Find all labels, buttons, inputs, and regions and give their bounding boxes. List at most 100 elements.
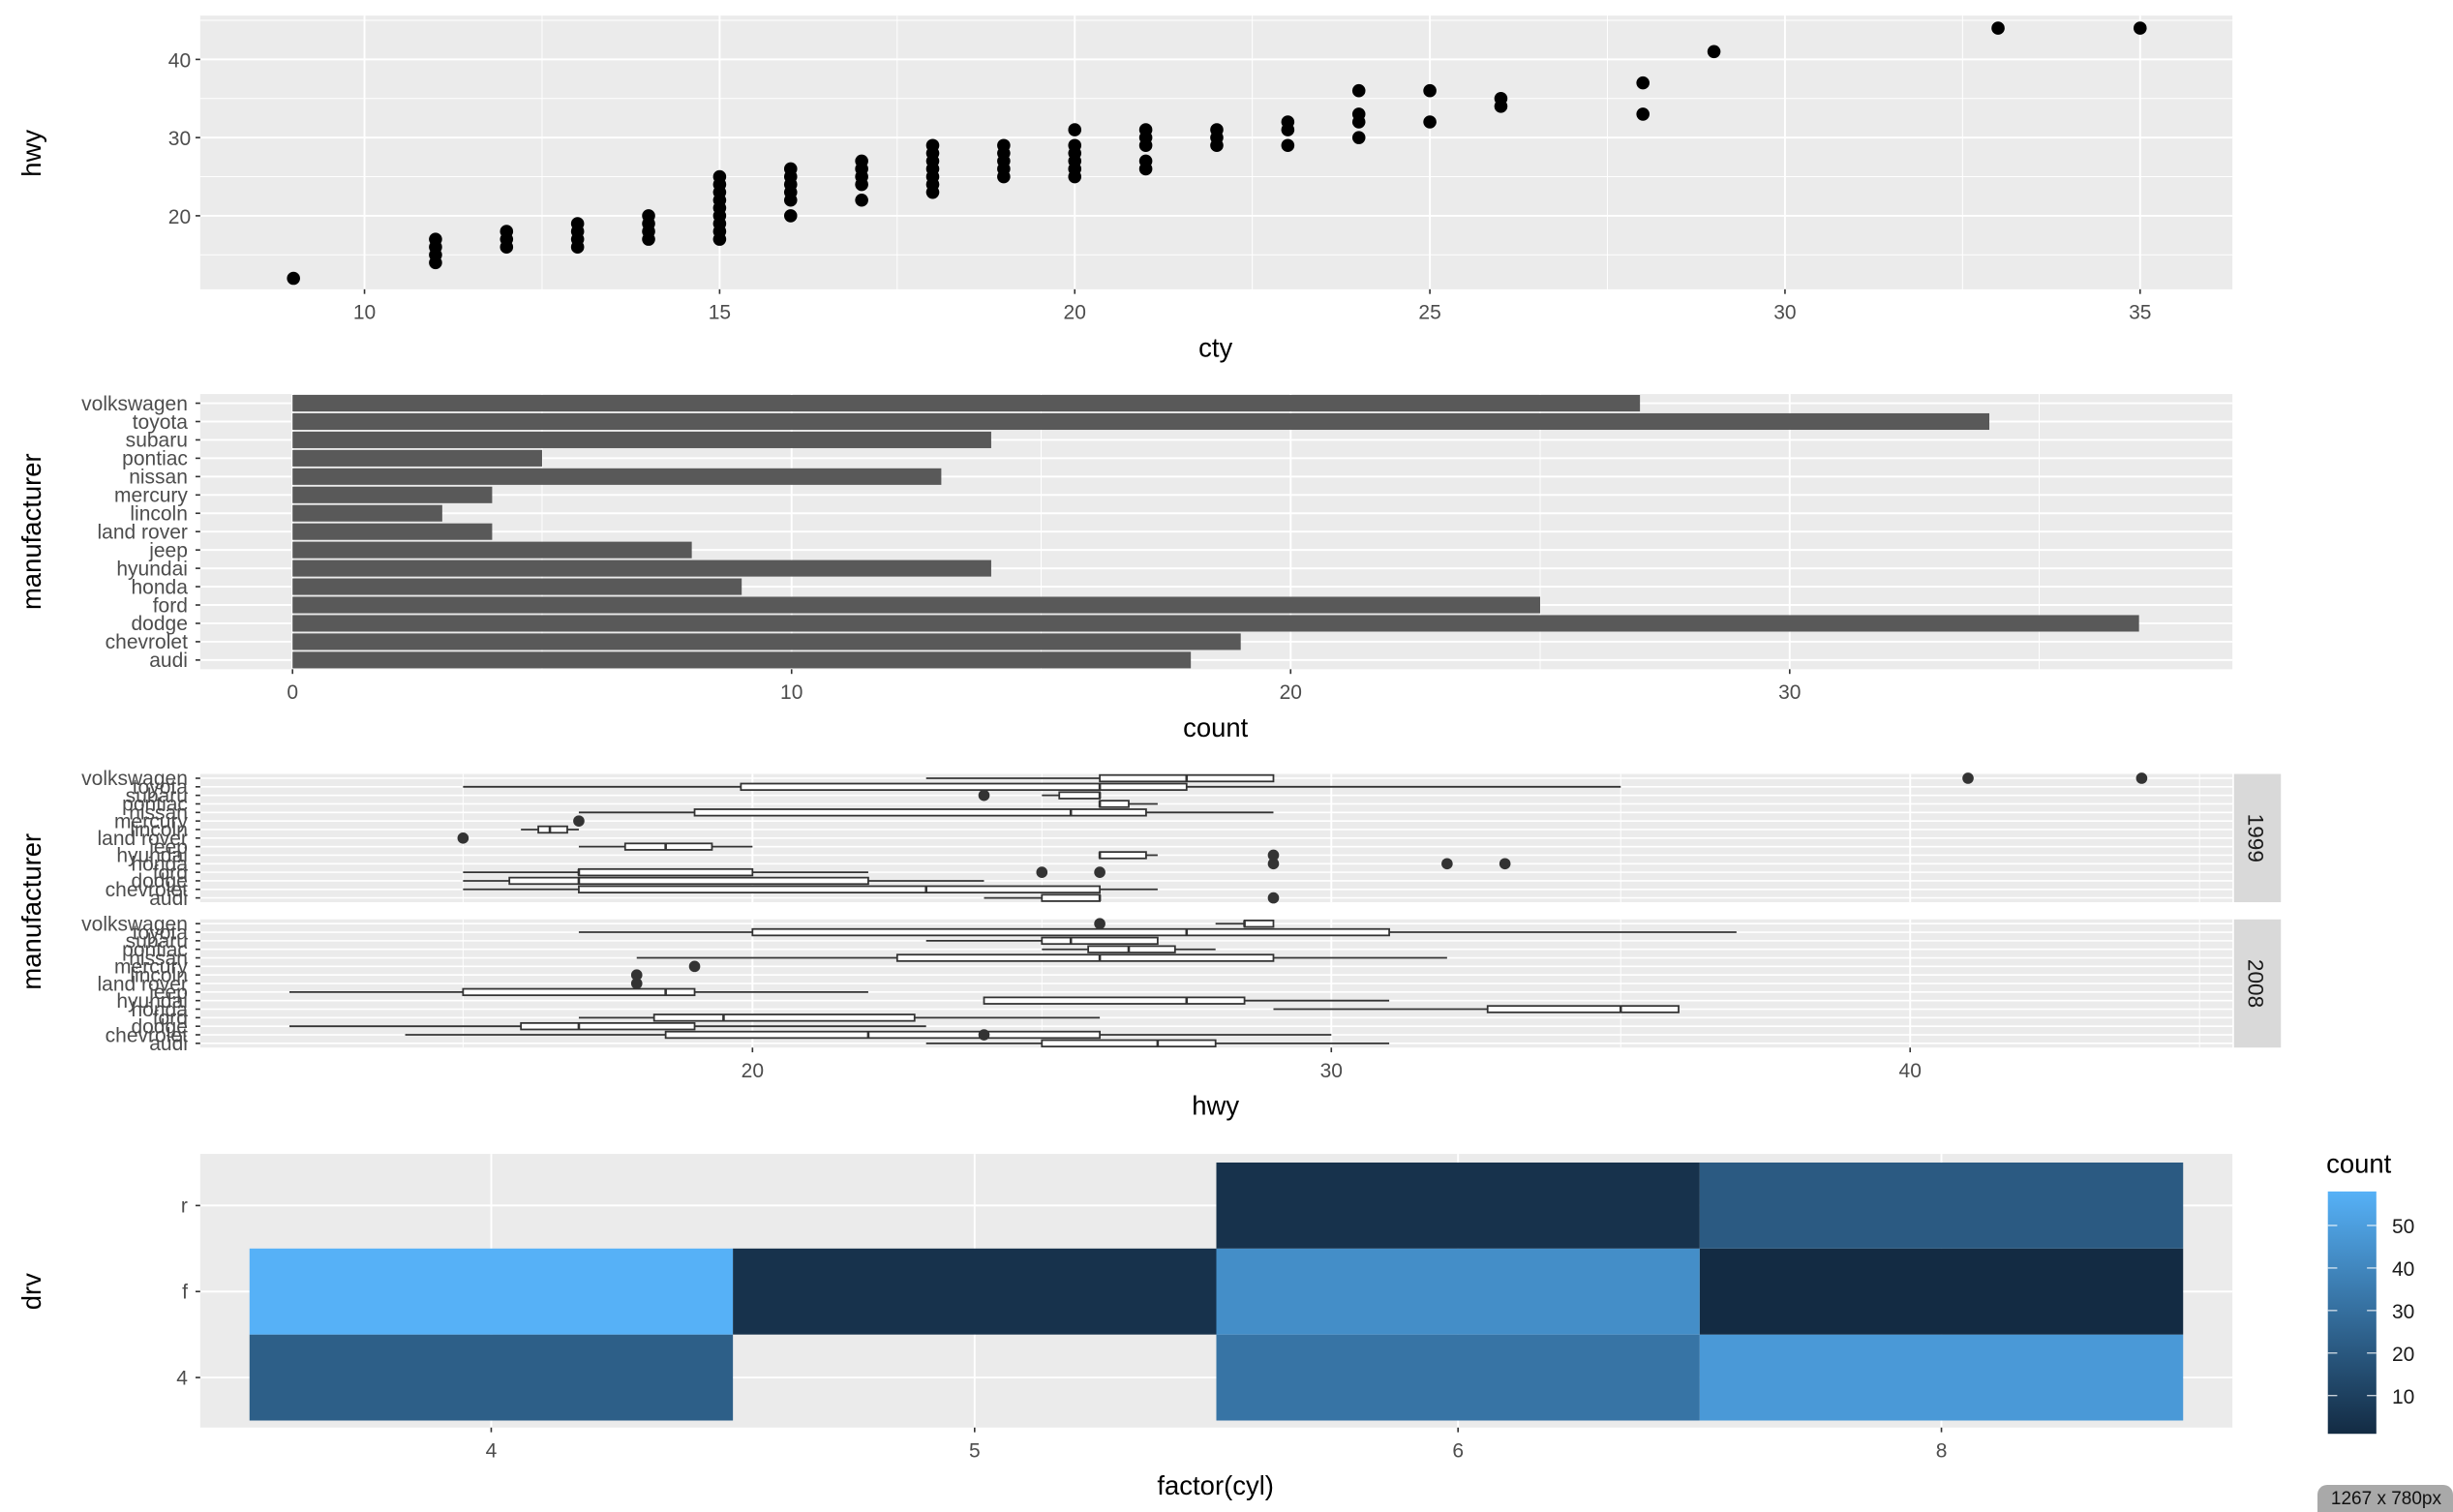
boxplot-honda: [1267, 858, 1511, 870]
outlier-point: [457, 832, 469, 844]
bar-volkswagen: [292, 395, 1641, 412]
y-tick-label: honda: [132, 999, 189, 1021]
box: [1041, 893, 1101, 902]
y-tick-label: pontiac: [122, 794, 188, 816]
boxplot-pontiac: [1098, 800, 1158, 808]
boxplot-volkswagen: [925, 772, 2148, 784]
x-tick-label: 20: [1064, 302, 1086, 324]
boxplot-volkswagen: [1094, 918, 1275, 930]
y-tick-label: chevrolet: [106, 1024, 188, 1046]
y-tick-label: subaru: [126, 430, 188, 452]
y-tick-label: nissan: [129, 467, 188, 489]
bar-dodge: [292, 615, 2139, 632]
scatter-point: [1281, 138, 1295, 153]
outlier-point: [1267, 892, 1280, 904]
scatter-panel-background: [199, 15, 2233, 289]
y-tick-label: land rover: [98, 973, 188, 995]
boxplot-land-rover: [457, 832, 469, 844]
bar-y-ticks: audichevroletdodgefordhondahyundaijeepla…: [81, 393, 200, 672]
y-tick-label: nissan: [129, 948, 188, 970]
x-tick-label: 0: [287, 681, 298, 704]
image-size-badge: 1267 x 780px: [2317, 1485, 2453, 1512]
outlier-point: [1094, 918, 1105, 930]
x-tick-label: 40: [1899, 1060, 1922, 1082]
y-tick-label: ford: [153, 1008, 188, 1030]
x-tick-label: 35: [2129, 302, 2151, 324]
bar-subaru: [292, 431, 991, 448]
boxplot-nissan: [636, 953, 1447, 962]
boxplot-dodge: [463, 876, 984, 886]
y-tick-label: subaru: [126, 785, 188, 807]
box: [508, 876, 869, 886]
outlier-point: [630, 978, 643, 989]
heatmap-tile-cyl5-drvf: [733, 1248, 1217, 1335]
scatter-point: [1351, 131, 1366, 144]
heatmap-tile-cyl8-drv4: [1699, 1334, 2184, 1421]
scatter-point: [1423, 115, 1437, 129]
scatter-point: [783, 162, 798, 176]
heatmap-y-axis-title: drv: [16, 1273, 46, 1310]
boxplot-honda: [1273, 1005, 1680, 1013]
scatter-x-ticks: 10 15 20 25 30 35: [353, 288, 2151, 324]
facet-strip: [2233, 919, 2282, 1048]
bar-ford: [292, 596, 1541, 614]
y-tick-label: ford: [153, 594, 188, 617]
outlier-point: [1267, 858, 1280, 870]
scatter-point: [1138, 123, 1153, 136]
boxplot-ford: [463, 866, 1105, 878]
boxplot-audi: [984, 892, 1280, 904]
scatter-point: [642, 209, 655, 223]
boxplot-land-rover: [630, 978, 643, 989]
facet-strip-label: 2008: [2243, 959, 2267, 1008]
heatmap-tile-cyl6-drvr: [1216, 1162, 1700, 1249]
bar-chart-manufacturer-count: 0 10 20 30 audichevroletdodgefordhondahyund…: [16, 393, 2233, 742]
x-tick-label: 15: [709, 302, 731, 324]
y-tick-label: lincoln: [130, 819, 188, 841]
heatmap-tile-cyl4-drv4: [249, 1334, 734, 1421]
legend-tick-label: 50: [2392, 1216, 2414, 1238]
scatter-point: [1068, 123, 1082, 136]
facet-2008: 2008 audichevroletdodgefordhondahyundaije…: [81, 913, 2282, 1055]
box: [693, 808, 1147, 817]
scatter-point: [1636, 107, 1650, 121]
box: [740, 782, 1188, 792]
bar-honda: [292, 578, 742, 595]
boxplot-y-axis-title: manufacturer: [16, 833, 46, 990]
y-tick-label: lincoln: [130, 964, 188, 986]
outlier-point: [630, 969, 643, 982]
scatter-point: [2133, 21, 2147, 35]
y-tick-label: lincoln: [130, 503, 188, 526]
boxplot-toyota: [463, 782, 1621, 792]
boxplot-lincoln: [630, 969, 643, 982]
y-tick-label: pontiac: [122, 448, 188, 470]
scatter-point: [1138, 154, 1153, 168]
y-tick-label: jeep: [148, 539, 188, 561]
x-tick-label: 4: [486, 1439, 498, 1462]
y-tick-label: f: [182, 1282, 188, 1304]
legend-tick-label: 40: [2392, 1258, 2414, 1281]
boxplot-hyundai: [1098, 849, 1280, 862]
y-tick-label: dodge: [132, 870, 188, 892]
bar-chevrolet: [292, 633, 1241, 650]
bar-lincoln: [292, 504, 442, 522]
boxplot-toyota: [578, 927, 1737, 937]
outlier-point: [1094, 866, 1105, 878]
scatter-point: [925, 138, 940, 153]
box: [1087, 945, 1176, 953]
color-legend: count 10 20 30 40 50: [2326, 1148, 2414, 1435]
legend-title: count: [2326, 1148, 2392, 1178]
outlier-point: [1441, 858, 1453, 870]
scatter-point: [1707, 45, 1721, 59]
x-tick-label: 8: [1936, 1439, 1948, 1462]
scatter-point: [1991, 21, 2005, 35]
box: [1099, 851, 1147, 860]
box: [652, 1013, 916, 1022]
boxplot-pontiac: [1042, 945, 1216, 953]
box: [1041, 936, 1159, 946]
boxplot-nissan: [578, 808, 1274, 817]
y-tick-label: hyundai: [116, 845, 188, 867]
box: [578, 885, 1101, 893]
y-tick-label: r: [181, 1195, 188, 1218]
scatter-point: [855, 193, 868, 207]
bar-x-ticks: 0 10 20 30: [287, 669, 1801, 704]
